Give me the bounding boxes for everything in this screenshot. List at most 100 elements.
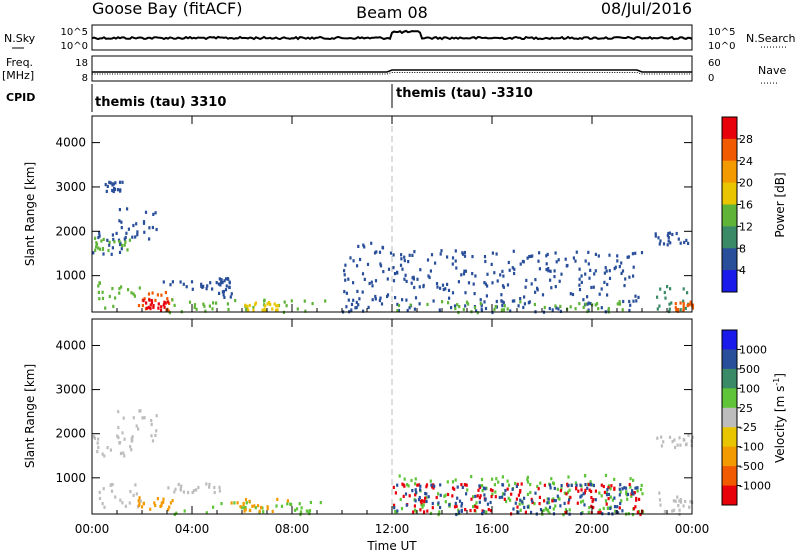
- data-point: [378, 250, 382, 254]
- data-point: [244, 498, 248, 502]
- data-point: [574, 307, 577, 311]
- velocity-y-axis: 1000 2000 3000 4000: [55, 338, 692, 485]
- data-point: [558, 497, 561, 501]
- data-point: [304, 309, 307, 313]
- data-point: [413, 504, 416, 508]
- data-point: [559, 304, 562, 308]
- data-point: [607, 307, 610, 311]
- data-point: [406, 308, 409, 313]
- data-point: [206, 284, 209, 288]
- data-point: [114, 181, 117, 185]
- data-point: [125, 231, 128, 235]
- data-point: [529, 254, 533, 258]
- data-point: [486, 272, 489, 276]
- data-point: [276, 308, 279, 312]
- noise-panel: N.Sky 10^5 10^0 10^5 10^0 N.Search ⋯⋯⋯: [4, 24, 796, 53]
- data-point: [111, 233, 114, 237]
- data-point: [392, 266, 395, 270]
- data-point: [617, 511, 620, 515]
- data-point: [567, 475, 570, 479]
- data-point: [147, 305, 150, 309]
- data-point: [630, 494, 633, 498]
- colorbar-tick-label: 20: [739, 177, 753, 190]
- data-point: [594, 303, 597, 307]
- data-point: [676, 443, 679, 447]
- data-point: [593, 272, 596, 276]
- data-point: [379, 264, 383, 268]
- data-point: [111, 483, 114, 487]
- data-point: [489, 509, 493, 513]
- data-point: [352, 259, 355, 263]
- data-point: [676, 495, 679, 499]
- data-point: [121, 244, 124, 248]
- data-point: [162, 500, 165, 504]
- data-point: [556, 494, 559, 498]
- data-point: [138, 496, 141, 500]
- data-point: [682, 307, 685, 311]
- velocity-panel: 1000 2000 3000 4000 00:00 04:00 08:00 12:00 16:…: [23, 318, 709, 553]
- data-point: [632, 478, 635, 482]
- data-point: [479, 301, 482, 306]
- data-point: [554, 285, 557, 289]
- data-point: [597, 254, 600, 258]
- data-point: [145, 301, 148, 305]
- data-point: [447, 288, 451, 292]
- data-point: [454, 478, 457, 482]
- data-point: [439, 483, 442, 487]
- data-point: [115, 231, 118, 235]
- data-point: [357, 244, 360, 248]
- data-point: [403, 277, 406, 281]
- data-point: [173, 303, 176, 307]
- data-point: [153, 501, 156, 505]
- data-point: [421, 505, 424, 509]
- data-point: [656, 436, 659, 440]
- power-colorbar-label: Power [dB]: [773, 172, 787, 237]
- data-point: [511, 487, 514, 491]
- data-point: [222, 289, 225, 294]
- data-point: [592, 505, 595, 510]
- data-point: [457, 280, 460, 284]
- data-point: [418, 302, 421, 306]
- data-point: [574, 481, 577, 485]
- data-point: [454, 307, 457, 311]
- data-point: [465, 492, 468, 496]
- data-point: [246, 304, 249, 308]
- data-point: [95, 245, 98, 249]
- velocity-data-cloud: [92, 409, 694, 517]
- data-point: [195, 307, 198, 311]
- data-point: [416, 483, 419, 487]
- data-point: [429, 511, 433, 515]
- data-point: [425, 485, 428, 489]
- data-point: [119, 189, 122, 193]
- data-point: [511, 266, 514, 270]
- data-point: [591, 483, 594, 487]
- data-point: [553, 486, 556, 490]
- data-point: [148, 237, 151, 241]
- data-point: [533, 502, 536, 506]
- data-point: [481, 509, 484, 513]
- data-point: [402, 483, 405, 487]
- data-point: [156, 497, 159, 501]
- data-point: [110, 489, 114, 493]
- data-point: [135, 424, 138, 428]
- data-point: [638, 510, 641, 514]
- data-point: [120, 285, 123, 289]
- data-point: [520, 482, 523, 486]
- data-point: [622, 299, 625, 304]
- data-point: [368, 281, 371, 286]
- data-point: [396, 302, 399, 306]
- data-point: [584, 259, 587, 263]
- data-point: [463, 483, 466, 487]
- data-point: [470, 497, 473, 501]
- data-point: [162, 497, 165, 501]
- power-panel-frame: [91, 115, 693, 313]
- data-point: [442, 287, 445, 292]
- data-point: [414, 296, 418, 300]
- data-point: [208, 482, 211, 486]
- data-point: [455, 504, 458, 508]
- data-point: [226, 302, 229, 306]
- data-point: [632, 274, 635, 278]
- data-point: [580, 280, 583, 284]
- data-point: [249, 508, 252, 513]
- data-point: [603, 490, 606, 494]
